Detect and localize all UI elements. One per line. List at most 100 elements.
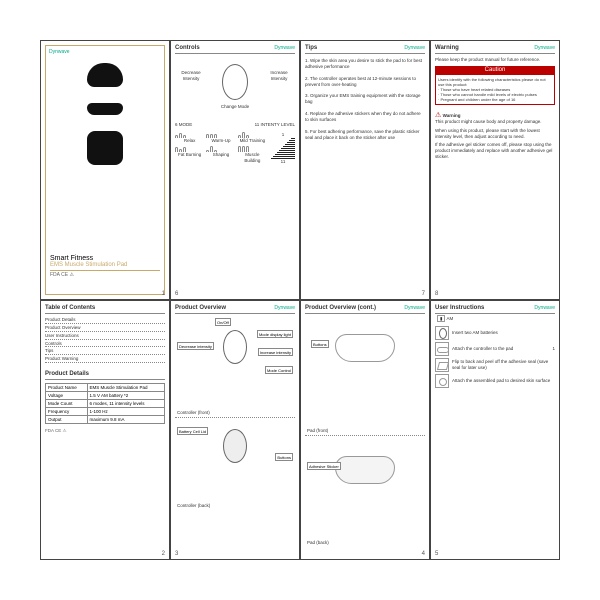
toc-title: Table of Contents [45,305,165,314]
page-num: 8 [435,291,438,297]
warn1: This product might cause body and proper… [435,119,555,125]
brand-logo: Dynwave [404,45,425,51]
page-num: 2 [162,551,165,557]
panel-overview-cont: Product Overview (cont.)Dynwave Buttons … [300,300,430,560]
cb-label: Controller (back) [177,503,210,509]
warning-title: Warning [435,45,459,51]
r4c2: 1-100 Hz [87,408,165,416]
tip-3: 3. Organize your EMS training equipment … [305,93,425,105]
instr-title: User Instructions [435,305,484,311]
mode6: Muscle Building [244,152,260,163]
panel-tips: Tips Dynwave 1. Wipe the skin area you de… [300,40,430,300]
btn-label: Buttons [275,453,293,461]
r1c1: Product Name [46,384,88,392]
dec-label: Decrease Intensity [177,70,205,82]
tip-2: 2. The controller operates best at 12-mi… [305,76,425,88]
onoff-label: On/Off [215,318,231,326]
btn-label: Buttons [311,340,329,348]
inc-label: Increase intensity [258,348,293,356]
cf-label: Controller (front) [177,410,210,416]
mode-heading: 6 MODE [175,122,192,128]
r1c2: EMS Muscle Stimulation Pad [87,384,165,392]
panel-cover: Dynwave Smart Fitness EMS Muscle Stimula… [40,40,170,300]
r5c1: Output [46,416,88,424]
mode5: Shaping [213,152,230,157]
pad-back-diagram [335,456,395,484]
pf-label: Pad (front) [307,428,328,434]
controller-diagram [222,64,248,100]
ab-pad-illustration [87,131,123,165]
r2c1: Voltage [46,392,88,400]
pb-label: Pad (back) [307,540,329,546]
step4: Attach the assembled pad to desired skin… [452,378,555,384]
step3: Flip to back and peel off the adhesive s… [452,359,555,371]
mode4: Fat Burning [178,152,201,157]
controller-back-diagram [223,429,247,463]
toc-6: Product Warning [45,356,165,363]
step1-illustration [435,326,449,340]
tip-1: 1. Wipe the skin area you desire to stic… [305,58,425,70]
toc-3: User Instructions [45,333,165,340]
step-num: 1 [552,346,555,352]
step2-illustration [435,342,449,356]
panel-controls: Controls Dynwave Decrease Intensity Incre… [170,40,300,300]
r3c2: 6 modes, 11 intensity levels [87,400,165,408]
certs2: FDA CE ⚠ [45,428,165,434]
warn3: If the adhesive gel sticker comes off, p… [435,142,555,160]
mode-label: Change Mode [175,104,295,110]
toc-2: Product Overview [45,325,165,332]
intensity-bot: 11 [271,159,295,165]
dec-label: Decrease intensity [177,342,214,350]
pd-title: Product Details [45,371,165,380]
battery-label: AM [447,316,454,321]
caution-header: Caution [435,66,555,74]
warn-h: Warning [443,113,461,118]
caution-text: Users identify with the following charac… [438,77,546,102]
ctrl-label: Mode Control [265,366,293,374]
r2c2: 1.5 V AM battery *2 [87,392,165,400]
panel-instructions: User InstructionsDynwave ▮ AM Insert two… [430,300,560,560]
page-num: 4 [422,551,425,557]
intensity-bars [271,138,295,160]
r5c2: maximum 9.8 mA [87,416,165,424]
panel-overview: Product OverviewDynwave On/Off Decrease … [170,300,300,560]
brand-logo: Dynwave [274,305,295,311]
manual-sheet: Dynwave Smart Fitness EMS Muscle Stimula… [40,40,560,560]
warning-icon: ⚠ [435,112,441,119]
r4c1: Frequency [46,408,88,416]
inc-label: Increase Intensity [265,70,293,82]
toc-5: Tips [45,348,165,355]
details-table: Product NameEMS Muscle Stimulation Pad V… [45,383,165,424]
adh-label: Adhesive Sticker [307,462,341,470]
certs: FDA CE ⚠ [50,270,160,278]
brand-logo: Dynwave [534,45,555,51]
product-name: Smart Fitness [50,255,160,262]
tip-5: 5. For best adhering performance, save t… [305,129,425,141]
disp-label: Mode display light [257,330,293,338]
page-num: 3 [175,551,178,557]
step3-illustration [435,358,449,372]
toc-4: Controls [45,341,165,348]
page-num: 5 [435,551,438,557]
r3c1: Mode Count [46,400,88,408]
tip-4: 4. Replace the adhesive stickers when th… [305,111,425,123]
mode3: Mild Training [240,138,266,143]
hip-pad-illustration [87,63,123,87]
controls-title: Controls [175,45,200,51]
pad-front-diagram [335,334,395,362]
panel-warning: Warning Dynwave Please keep the product m… [430,40,560,300]
page-num: 6 [175,291,178,297]
wing-pad-illustration [87,103,123,115]
lid-label: Battery Cell Lid [177,427,208,435]
brand-logo: Dynwave [274,45,295,51]
tips-title: Tips [305,45,317,51]
cover-inner: Dynwave Smart Fitness EMS Muscle Stimula… [45,45,165,295]
mode2: Warm-Up [211,138,230,143]
brand-logo: Dynwave [49,49,161,55]
panel-toc-details: Table of Contents Product Details Produc… [40,300,170,560]
caution-box: Users identify with the following charac… [435,74,555,105]
warn2: When using this product, please start wi… [435,128,555,140]
keep-text: Please keep the product manual for futur… [435,57,555,63]
page-num: 1 [162,291,165,297]
mode1: Relax [184,138,196,143]
